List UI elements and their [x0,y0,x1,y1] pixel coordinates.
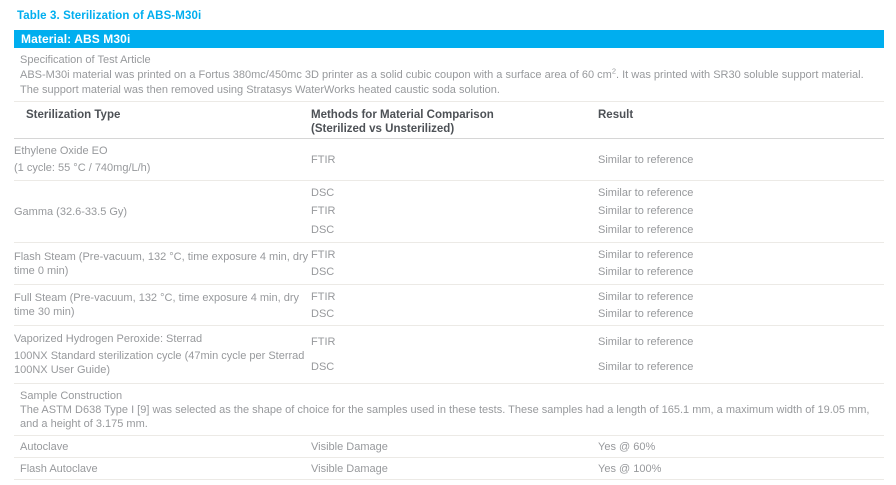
superscript-2: 2 [611,66,617,76]
method-value: FTIR [311,153,336,166]
results-cell: Similar to reference Similar to referenc… [598,326,884,383]
col-header-methods-line1: Methods for Material Comparison [311,109,494,121]
table-row-flash-autoclave: Flash Autoclave Visible Damage Yes @ 100… [14,458,884,480]
methods-cell: FTIR DSC [311,326,598,383]
result-value: Similar to reference [598,307,694,320]
method-value: DSC [311,307,335,320]
sterilization-type-cell: Flash Steam (Pre-vacuum, 132 °C, time ex… [14,243,311,284]
spec-section: Specification of Test Article ABS-M30i m… [14,48,884,102]
type-line: Full Steam (Pre-vacuum, 132 °C, time exp… [14,292,300,318]
method-value: FTIR [311,290,336,303]
spec-heading: Specification of Test Article [20,54,151,66]
table-section-gamma: Gamma (32.6-33.5 Gy) DSC FTIR DSC Simila… [14,181,884,243]
material-header-bar: Material: ABS M30i [14,30,884,48]
methods-cell: DSC FTIR DSC [311,181,598,242]
sterilization-type-cell: Full Steam (Pre-vacuum, 132 °C, time exp… [14,285,311,325]
type-line: Flash Steam (Pre-vacuum, 132 °C, time ex… [14,250,309,277]
table-section-flash-steam: Flash Steam (Pre-vacuum, 132 °C, time ex… [14,243,884,285]
methods-cell: FTIR DSC [311,243,598,284]
material-header-label: Material: ABS M30i [21,32,131,46]
results-cell: Similar to reference Similar to referenc… [598,243,884,284]
table-caption: Table 3. Sterilization of ABS-M30i [17,10,202,22]
sample-construction-note: Sample Construction The ASTM D638 Type I… [14,384,884,436]
method-value: FTIR [311,205,336,218]
type-line: Gamma (32.6-33.5 Gy) [14,205,128,218]
note-text: The ASTM D638 Type I [9] was selected as… [20,404,870,430]
methods-cell: Visible Damage [311,462,388,475]
result-value: Similar to reference [598,335,694,348]
results-cell: Yes @ 60% [598,440,656,453]
spec-body-text: ABS-M30i material was printed on a Fortu… [20,69,612,81]
results-cell: Yes @ 100% [598,462,662,475]
type-line: 100NX Standard sterilization cycle (47mi… [14,350,305,377]
methods-cell: FTIR DSC [311,285,598,325]
result-value: Similar to reference [598,153,694,166]
note-heading: Sample Construction [20,390,123,402]
table-section-ethylene-oxide: Ethylene Oxide EO (1 cycle: 55 °C / 740m… [14,139,884,181]
col-header-methods: Methods for Material Comparison (Sterili… [311,108,598,136]
method-value: FTIR [311,335,336,348]
method-value: DSC [311,361,335,374]
type-line: Vaporized Hydrogen Peroxide: Sterrad [14,332,203,345]
method-value: DSC [311,187,335,200]
type-line: Ethylene Oxide EO [14,145,108,158]
sterilization-type-cell: Flash Autoclave [20,462,98,475]
result-value: Similar to reference [598,223,694,236]
method-value: DSC [311,223,335,236]
result-value: Similar to reference [598,205,694,218]
results-cell: Similar to reference Similar to referenc… [598,285,884,325]
method-value: FTIR [311,248,336,261]
result-value: Similar to reference [598,266,694,279]
table-section-vhp-sterrad: Vaporized Hydrogen Peroxide: Sterrad 100… [14,326,884,384]
col-header-sterilization-type: Sterilization Type [26,109,121,121]
result-value: Similar to reference [598,187,694,200]
method-value: DSC [311,266,335,279]
result-value: Similar to reference [598,361,694,374]
sterilization-type-cell: Autoclave [20,440,69,453]
table-section-full-steam: Full Steam (Pre-vacuum, 132 °C, time exp… [14,285,884,326]
col-header-result: Result [598,109,634,121]
result-value: Similar to reference [598,248,694,261]
table-header-row: Sterilization Type Methods for Material … [14,102,884,139]
result-value: Similar to reference [598,290,694,303]
spec-body: ABS-M30i material was printed on a Fortu… [20,66,878,98]
results-cell: Similar to reference Similar to referenc… [598,181,884,242]
spec-body-text-cont: . It was printed with SR30 soluble suppo… [20,69,864,96]
table-row-autoclave: Autoclave Visible Damage Yes @ 60% [14,436,884,458]
methods-cell: FTIR [311,139,598,180]
col-header-methods-line2: (Sterilized vs Unsterilized) [311,123,455,135]
sterilization-type-cell: Ethylene Oxide EO (1 cycle: 55 °C / 740m… [14,139,311,180]
type-line: (1 cycle: 55 °C / 740mg/L/h) [14,161,151,174]
sterilization-type-cell: Gamma (32.6-33.5 Gy) [14,181,311,242]
results-cell: Similar to reference [598,139,884,180]
sterilization-type-cell: Vaporized Hydrogen Peroxide: Sterrad 100… [14,326,311,383]
methods-cell: Visible Damage [311,440,388,453]
